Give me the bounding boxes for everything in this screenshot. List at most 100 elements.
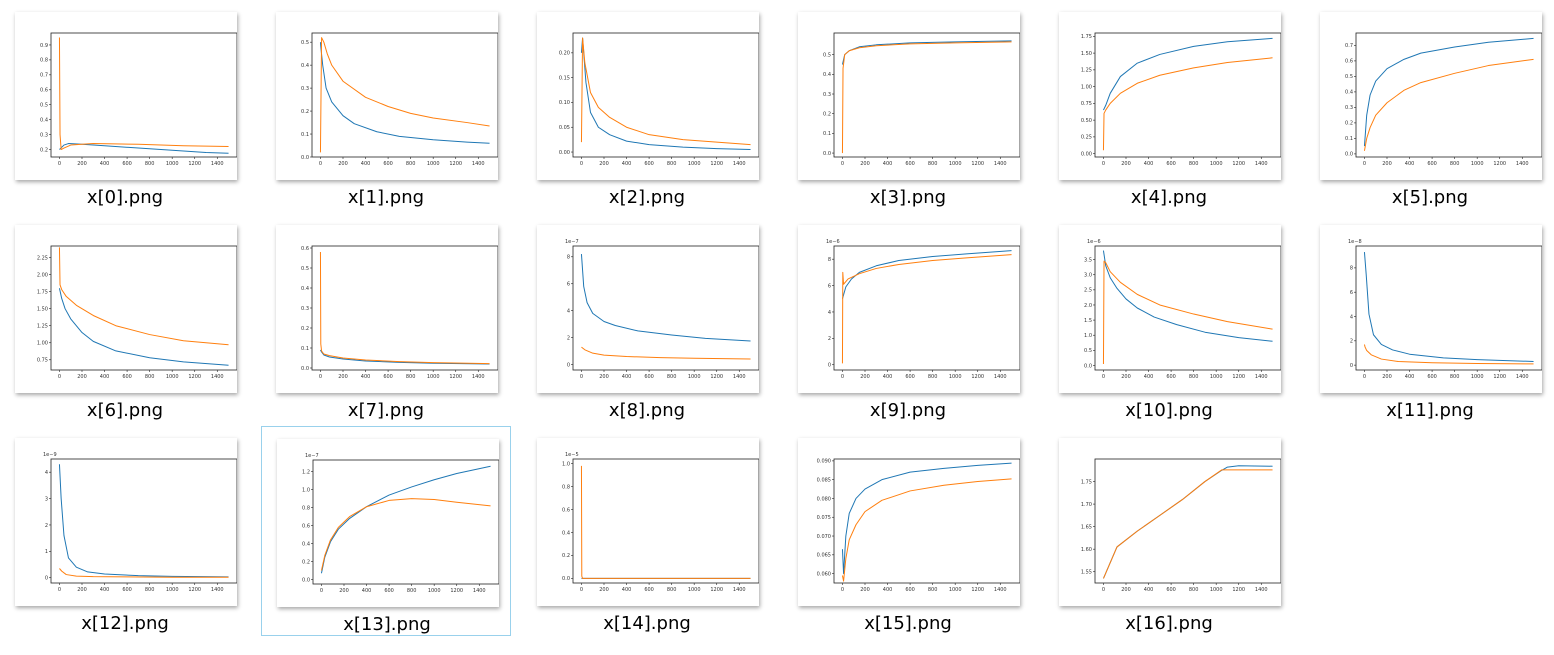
series-line-blue [841, 40, 1012, 65]
file-item[interactable]: 0 200 400 600 800 1000 1200 1400 0 2 4 6 8 1e−6 x[9].p… [783, 213, 1033, 423]
series-line-orange [319, 251, 490, 365]
x-tick-label: 1200 [971, 587, 984, 593]
x-tick-label: 1400 [211, 587, 224, 593]
file-item[interactable]: 0 200 400 600 800 1000 1200 1400 0 2 4 6 8 1e−7 x[8].p… [522, 213, 772, 423]
x-tick-label: 600 [905, 587, 915, 593]
file-item[interactable]: 0 200 400 600 800 1000 1200 1400 0.00 0.05 0.10 0.1… [522, 0, 772, 210]
series-line-orange [841, 254, 1012, 364]
y-tick-label: 1.50 [37, 306, 48, 312]
thumbnail-image: 0 200 400 600 800 1000 1200 1400 0.0 0.1 0.2 0.3 0.4… [1320, 12, 1542, 180]
axes-frame [1094, 245, 1281, 371]
x-tick-label: 0 [319, 374, 322, 380]
axes-frame [572, 245, 759, 371]
line-chart: 0 200 400 600 800 1000 1200 1400 1.55 1.60 1.65 1.7… [1081, 458, 1281, 593]
axes-frame [1355, 32, 1542, 158]
x-tick-label: 800 [1189, 161, 1199, 167]
file-item[interactable]: 0 200 400 600 800 1000 1200 1400 0.0 0.5 1.0 1.5 2.0… [1044, 213, 1294, 423]
line-chart: 0 200 400 600 800 1000 1200 1400 0.0 0.1 0.2 0.3 0.4… [1345, 32, 1542, 167]
axes-frame [50, 245, 237, 371]
x-tick-label: 200 [599, 587, 609, 593]
file-item[interactable]: 0 200 400 600 800 1000 1200 1400 0.0 0.1 0.2 0.3 0.4… [783, 0, 1033, 210]
file-item[interactable]: 0 200 400 600 800 1000 1200 1400 0.2 0.3 0.4 0.5 0.6… [0, 0, 250, 210]
y-tick-label: 0.05 [559, 125, 570, 131]
axes-frame [50, 32, 237, 158]
y-tick-label: 0.25 [1081, 135, 1092, 141]
x-tick-label: 400 [622, 374, 632, 380]
file-item[interactable]: 0 200 400 600 800 1000 1200 1400 0.75 1.00 1.25 1.5… [0, 213, 250, 423]
file-name-label: x[0].png [86, 187, 164, 208]
y-tick-label: 0.20 [559, 51, 570, 57]
thumbnail-image: 0 200 400 600 800 1000 1200 1400 0.0 0.1 0.2 0.3 0.4… [276, 225, 498, 393]
x-tick-label: 1200 [1232, 587, 1245, 593]
thumbnail-image: 0 200 400 600 800 1000 1200 1400 0 2 4 6 8 1e−6 [798, 225, 1020, 393]
x-tick-label: 400 [362, 588, 372, 594]
y-tick-label: 0.4 [301, 63, 309, 69]
x-tick-label: 800 [928, 587, 938, 593]
file-item[interactable]: 0 200 400 600 800 1000 1200 1400 0 2 4 6 8 1e−8 x[11].… [1305, 213, 1554, 423]
series-line-orange [59, 568, 229, 578]
y-tick-label: 0.1 [1345, 136, 1353, 142]
file-item[interactable]: 0 200 400 600 800 1000 1200 1400 0.00 0.25 0.50 0.7… [1044, 0, 1294, 210]
axes-frame [833, 32, 1020, 158]
x-tick-label: 800 [1189, 587, 1199, 593]
y-tick-label: 0.3 [40, 132, 48, 138]
file-item[interactable]: 0 200 400 600 800 1000 1200 1400 1.55 1.60 1.65 1.7… [1044, 426, 1294, 636]
y-tick-label: 0.0 [823, 151, 831, 157]
y-tick-label: 0.6 [1345, 59, 1353, 65]
x-tick-label: 1000 [688, 374, 701, 380]
x-tick-label: 0 [841, 161, 844, 167]
series-line-orange [841, 41, 1012, 154]
x-tick-label: 0 [58, 161, 61, 167]
series-line-blue [1102, 250, 1273, 342]
x-tick-label: 600 [1427, 161, 1437, 167]
file-name-label: x[14].png [603, 613, 691, 634]
file-item[interactable]: 0 200 400 600 800 1000 1200 1400 0.0 0.2 0.4 0.6 0.8… [261, 426, 511, 636]
y-tick-label: 0.5 [823, 52, 831, 58]
y-tick-label: 8 [1350, 266, 1353, 272]
series-line-orange [580, 37, 751, 146]
series-line-blue [1102, 465, 1273, 579]
file-name-label: x[9].png [869, 400, 947, 421]
x-tick-label: 0 [580, 374, 583, 380]
x-tick-label: 200 [860, 374, 870, 380]
file-item[interactable]: 0 200 400 600 800 1000 1200 1400 0.0 0.2 0.4 0.6 0.8… [522, 426, 772, 636]
series-line-orange [319, 37, 490, 153]
y-tick-label: 0.4 [823, 72, 831, 78]
y-tick-label: 0 [567, 362, 570, 368]
series-line-orange [841, 478, 1012, 582]
file-item[interactable]: 0 200 400 600 800 1000 1200 1400 0 1 2 3 4 1e−9 x[12].… [0, 426, 250, 636]
x-tick-label: 400 [622, 161, 632, 167]
x-tick-label: 1000 [688, 161, 701, 167]
series-line-orange [58, 247, 229, 346]
file-item[interactable]: 0 200 400 600 800 1000 1200 1400 0.060 0.065 0.070… [783, 426, 1033, 636]
y-tick-label: 0.3 [1345, 105, 1353, 111]
y-tick-label: 0.6 [562, 507, 570, 513]
x-tick-label: 0 [1363, 374, 1366, 380]
series-line-blue [320, 349, 490, 365]
x-tick-label: 1200 [449, 161, 462, 167]
series-line-orange [580, 465, 751, 579]
y-tick-label: 0.15 [559, 75, 570, 81]
x-tick-label: 600 [1166, 161, 1176, 167]
y-tick-label: 2 [45, 523, 48, 529]
y-tick-label: 0.5 [1345, 74, 1353, 80]
y-tick-label: 8 [828, 257, 831, 263]
y-tick-label: 2 [1350, 339, 1353, 345]
x-tick-label: 200 [860, 161, 870, 167]
axes-frame [833, 458, 1020, 584]
y-offset-text: 1e−5 [565, 452, 579, 458]
axes-frame [311, 32, 498, 158]
file-item[interactable]: 0 200 400 600 800 1000 1200 1400 0.0 0.1 0.2 0.3 0.4… [261, 213, 511, 423]
file-name-label: x[1].png [347, 187, 425, 208]
thumbnail-image: 0 200 400 600 800 1000 1200 1400 0.2 0.3 0.4 0.5 0.6… [15, 12, 237, 180]
file-item[interactable]: 0 200 400 600 800 1000 1200 1400 0.0 0.1 0.2 0.3 0.4… [261, 0, 511, 210]
y-tick-label: 0.7 [1345, 43, 1353, 49]
x-tick-label: 600 [1427, 374, 1437, 380]
y-tick-label: 4 [828, 310, 831, 316]
x-tick-label: 1400 [211, 161, 224, 167]
thumbnail-image: 0 200 400 600 800 1000 1200 1400 0.060 0.065 0.070… [798, 438, 1020, 606]
y-tick-label: 0.2 [40, 147, 48, 153]
x-tick-label: 1000 [1471, 161, 1484, 167]
thumbnail-image: 0 200 400 600 800 1000 1200 1400 0 2 4 6 8 1e−8 [1320, 225, 1542, 393]
file-item[interactable]: 0 200 400 600 800 1000 1200 1400 0.0 0.1 0.2 0.3 0.4… [1305, 0, 1554, 210]
